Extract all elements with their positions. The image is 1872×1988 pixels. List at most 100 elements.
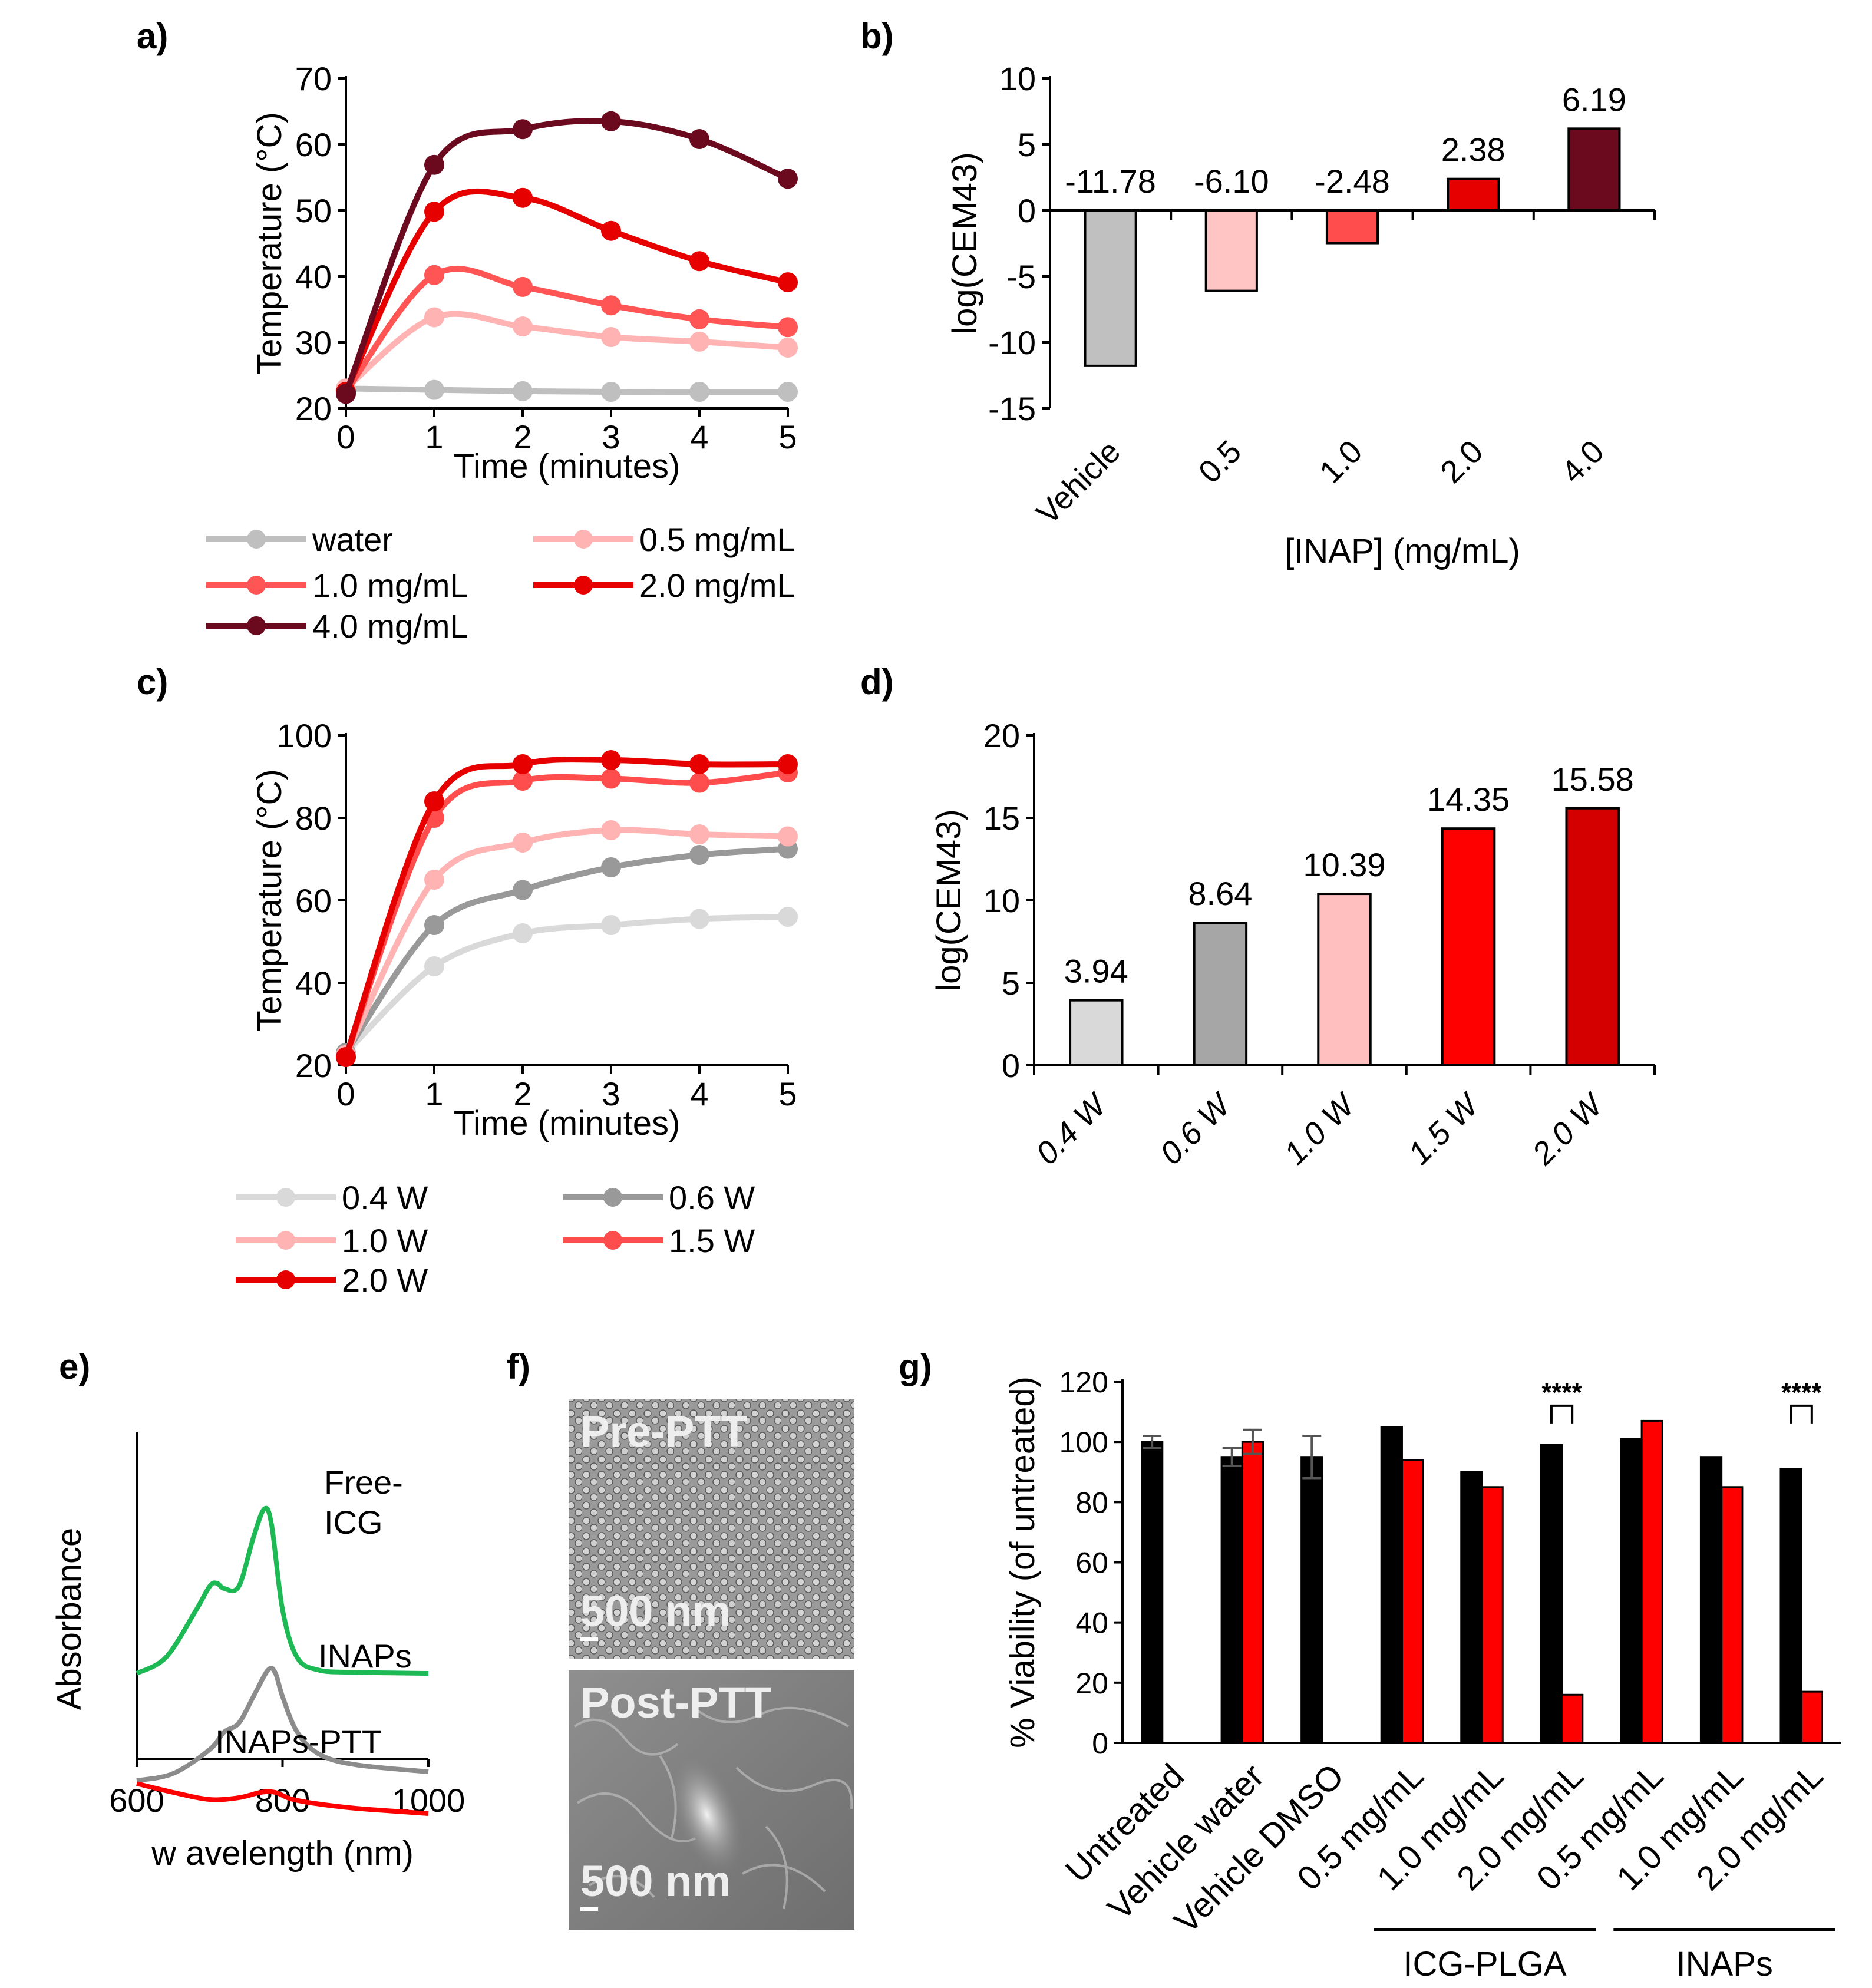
data-point <box>689 382 709 402</box>
data-point <box>601 295 621 316</box>
bar <box>1620 1438 1643 1744</box>
bar <box>1460 1471 1483 1744</box>
bar-value-label: 8.64 <box>1188 875 1252 912</box>
data-point <box>513 771 533 791</box>
series-label: INAPs <box>318 1637 412 1675</box>
bar <box>1699 1456 1723 1744</box>
sem-scale-bar-label-post: 500 nm <box>580 1857 731 1906</box>
legend-marker <box>574 530 593 549</box>
y-tick-label: 80 <box>1075 1486 1108 1519</box>
legend-marker <box>603 1231 622 1250</box>
data-point <box>689 845 709 865</box>
x-axis-title: w avelength (nm) <box>151 1834 414 1873</box>
data-point <box>601 915 621 935</box>
data-point <box>689 309 709 329</box>
category-label: 1.0 <box>1313 434 1369 490</box>
bar <box>1567 127 1621 212</box>
panel-label: f) <box>507 1347 530 1386</box>
sem-particle-cluster <box>669 1752 745 1877</box>
data-point <box>778 337 798 358</box>
panel-b: b) 10 5 0 -5 -10 -15 log(CEM43) -11.78 Vehicle -6.… <box>860 16 1656 570</box>
bar-value-label: -2.48 <box>1315 163 1390 200</box>
bar <box>1565 807 1620 1066</box>
y-tick-label: 60 <box>295 126 332 163</box>
series-label: INAPs-PTT <box>215 1723 382 1760</box>
category-label: 1.5 W <box>1401 1086 1487 1172</box>
data-point <box>601 382 621 402</box>
category-label: 2.0 <box>1434 434 1490 490</box>
y-tick-label: 40 <box>295 965 332 1002</box>
y-axis-title: Temperature (°C) <box>250 769 289 1031</box>
bar-value-label: -6.10 <box>1194 163 1269 200</box>
data-point <box>601 111 621 131</box>
data-point <box>424 307 444 328</box>
data-point <box>424 791 444 811</box>
bar <box>1141 1441 1164 1744</box>
group-label: ICG-PLGA <box>1403 1945 1566 1983</box>
y-tick-label: 10 <box>999 60 1036 97</box>
panel-label: d) <box>860 662 894 702</box>
spectrum-line <box>136 1666 429 1783</box>
y-axis-title: Temperature (°C) <box>250 112 289 374</box>
bar <box>1204 209 1258 292</box>
data-point <box>513 276 533 297</box>
bar <box>1540 1444 1563 1744</box>
series-line <box>343 117 790 395</box>
bar <box>1069 999 1124 1067</box>
y-tick-label: 70 <box>295 60 332 97</box>
data-point <box>601 220 621 241</box>
significance-bracket <box>1550 1404 1574 1424</box>
bar-value-label: 10.39 <box>1303 846 1385 883</box>
series-line <box>344 914 788 1055</box>
legend-label: 1.0 W <box>342 1222 428 1259</box>
data-point <box>689 909 709 929</box>
data-point <box>689 754 709 774</box>
data-point <box>424 154 444 175</box>
y-axis-title: log(CEM43) <box>930 809 968 991</box>
bar <box>1779 1468 1802 1744</box>
data-point <box>778 826 798 847</box>
data-point <box>513 833 533 853</box>
bar <box>1561 1693 1584 1744</box>
y-tick-label: 15 <box>983 800 1020 837</box>
series-line <box>345 385 788 395</box>
y-tick-label: 20 <box>983 717 1020 754</box>
data-point <box>778 754 798 774</box>
y-tick-label: 20 <box>295 1047 332 1084</box>
x-tick-label: 1 <box>425 1075 443 1112</box>
data-point <box>601 857 621 877</box>
data-point <box>689 129 709 150</box>
panel-label: a) <box>137 16 168 56</box>
y-tick-label: -10 <box>988 324 1036 361</box>
x-tick-label: 3 <box>602 418 620 455</box>
series-label: ICG <box>324 1504 383 1541</box>
data-point <box>689 772 709 793</box>
bar <box>1241 1441 1264 1744</box>
data-point <box>424 870 444 890</box>
x-tick-label: 3 <box>602 1075 620 1112</box>
y-tick-label: 50 <box>295 192 332 229</box>
y-tick-label: 100 <box>1059 1426 1108 1459</box>
legend-label: 0.6 W <box>669 1179 755 1216</box>
bar <box>1800 1690 1823 1744</box>
legend-label: 2.0 W <box>342 1262 428 1299</box>
data-point <box>513 316 533 337</box>
data-point <box>778 272 798 293</box>
data-point <box>424 202 444 222</box>
x-tick-label: 2 <box>513 1075 531 1112</box>
bar <box>1447 177 1500 212</box>
bar-value-label: 3.94 <box>1064 953 1128 990</box>
y-tick-label: 0 <box>1018 192 1036 229</box>
y-axis-title: Absorbance <box>50 1528 88 1710</box>
bar-value-label: -11.78 <box>1065 163 1156 200</box>
category-label: Vehicle <box>1030 434 1128 531</box>
spectrum-line <box>136 1505 429 1676</box>
significance-label: **** <box>1541 1378 1582 1407</box>
data-point <box>513 187 533 208</box>
legend-marker <box>247 576 266 595</box>
data-point <box>601 820 621 840</box>
bar <box>1380 1426 1403 1744</box>
data-point <box>778 317 798 338</box>
y-tick-label: 0 <box>1092 1727 1108 1760</box>
data-point <box>513 754 533 774</box>
